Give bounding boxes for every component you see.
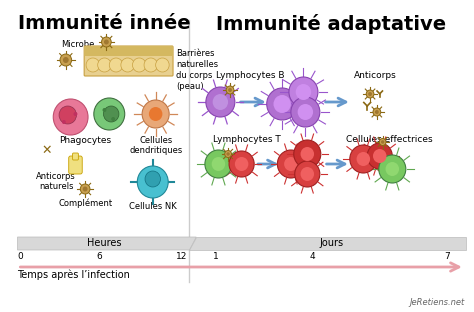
Circle shape: [206, 87, 235, 117]
Circle shape: [298, 104, 313, 120]
Text: 7: 7: [445, 252, 450, 261]
Text: 12: 12: [176, 252, 187, 261]
Circle shape: [375, 110, 379, 114]
Text: JeRetiens.net: JeRetiens.net: [410, 298, 465, 307]
Circle shape: [63, 57, 69, 63]
FancyBboxPatch shape: [84, 46, 173, 56]
Circle shape: [379, 155, 406, 183]
Circle shape: [226, 86, 234, 94]
Circle shape: [373, 149, 386, 163]
Text: ✕: ✕: [41, 144, 52, 157]
Circle shape: [379, 139, 386, 145]
Circle shape: [301, 147, 314, 161]
Circle shape: [301, 167, 314, 181]
Circle shape: [295, 161, 320, 187]
Text: Lymphocytes B: Lymphocytes B: [216, 71, 284, 80]
Circle shape: [228, 88, 232, 92]
Circle shape: [267, 88, 298, 120]
Circle shape: [227, 152, 230, 156]
Circle shape: [356, 152, 370, 166]
FancyBboxPatch shape: [84, 46, 173, 76]
Circle shape: [132, 58, 146, 72]
Circle shape: [53, 99, 88, 135]
Text: Anticorps
naturels: Anticorps naturels: [36, 172, 76, 191]
Circle shape: [155, 58, 169, 72]
Text: 6: 6: [97, 252, 102, 261]
Polygon shape: [190, 237, 466, 250]
Circle shape: [104, 40, 109, 45]
Text: Immunité adaptative: Immunité adaptative: [217, 14, 447, 34]
Circle shape: [381, 140, 384, 144]
Text: Anticorps: Anticorps: [354, 71, 396, 80]
Circle shape: [111, 117, 115, 121]
Text: Microbe: Microbe: [61, 40, 94, 49]
Circle shape: [121, 58, 135, 72]
Circle shape: [80, 184, 90, 194]
Polygon shape: [18, 237, 196, 250]
Circle shape: [284, 157, 298, 171]
Circle shape: [98, 58, 111, 72]
Circle shape: [368, 92, 372, 96]
Text: Complément: Complément: [58, 199, 112, 208]
Text: Immunité innée: Immunité innée: [18, 14, 191, 33]
Text: Cellules effectrices: Cellules effectrices: [346, 135, 433, 144]
Circle shape: [103, 106, 119, 122]
Circle shape: [109, 58, 123, 72]
Circle shape: [235, 157, 248, 171]
Circle shape: [225, 150, 231, 158]
Circle shape: [149, 107, 163, 121]
Circle shape: [212, 157, 225, 171]
Circle shape: [291, 97, 320, 127]
Circle shape: [296, 84, 311, 100]
Text: Barrières
naturelles
du corps
(peau): Barrières naturelles du corps (peau): [176, 49, 218, 91]
Circle shape: [94, 98, 125, 130]
Text: Cellules NK: Cellules NK: [129, 202, 177, 211]
Text: Jours: Jours: [319, 238, 344, 248]
Circle shape: [229, 151, 254, 177]
Circle shape: [385, 162, 399, 176]
Circle shape: [367, 143, 392, 169]
Circle shape: [350, 145, 377, 173]
Circle shape: [101, 37, 111, 47]
Text: 0: 0: [18, 252, 23, 261]
Circle shape: [86, 58, 100, 72]
Text: Cellules
dendritiques: Cellules dendritiques: [129, 136, 182, 155]
Text: Temps après l’infection: Temps après l’infection: [18, 270, 130, 280]
Circle shape: [142, 100, 169, 128]
FancyBboxPatch shape: [73, 153, 78, 160]
Circle shape: [294, 140, 321, 168]
Circle shape: [366, 90, 374, 98]
Circle shape: [137, 166, 168, 198]
Circle shape: [60, 54, 72, 66]
Circle shape: [145, 171, 161, 187]
Circle shape: [373, 108, 381, 116]
Circle shape: [205, 150, 232, 178]
Text: 1: 1: [213, 252, 219, 261]
Circle shape: [102, 108, 106, 112]
Text: Phagocytes: Phagocytes: [59, 136, 111, 145]
Text: 4: 4: [310, 252, 315, 261]
Circle shape: [273, 95, 291, 113]
Circle shape: [213, 94, 228, 110]
Text: Heures: Heures: [87, 238, 122, 248]
Circle shape: [59, 106, 76, 124]
Circle shape: [277, 150, 304, 178]
Circle shape: [83, 187, 88, 192]
Circle shape: [62, 120, 66, 124]
Circle shape: [73, 112, 77, 116]
Circle shape: [289, 77, 318, 107]
Text: Lymphocytes T: Lymphocytes T: [213, 135, 281, 144]
FancyBboxPatch shape: [69, 156, 82, 174]
Circle shape: [144, 58, 157, 72]
